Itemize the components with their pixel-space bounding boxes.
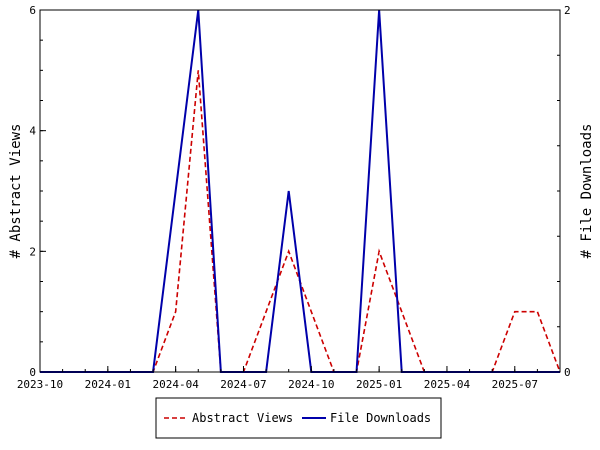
legend-label-file-downloads: File Downloads (330, 411, 431, 425)
series-line-abstract-views (40, 70, 561, 373)
y-tick-label: 0 (29, 366, 36, 379)
y-tick-label: 2 (29, 245, 36, 258)
y2-axis-title: # File Downloads (579, 124, 595, 259)
legend-label-abstract-views: Abstract Views (192, 411, 293, 425)
x-tick-label: 2023-10 (17, 378, 63, 391)
legend: Abstract Views File Downloads (155, 397, 442, 439)
x-tick-label: 2024-01 (85, 378, 131, 391)
y-tick-label: 4 (29, 125, 36, 138)
x-tick-label: 2024-07 (220, 378, 266, 391)
legend-box (155, 397, 442, 439)
y2-tick-label: 2 (564, 4, 571, 17)
tick-layer: 2023-10 2024-01 2024-04 2024-07 2024-10 2025-… (17, 4, 571, 391)
x-tick-label: 2024-04 (152, 378, 199, 391)
x-tick-label: 2025-04 (424, 378, 471, 391)
x-tick-label: 2025-01 (356, 378, 402, 391)
series-line-file-downloads (40, 9, 560, 373)
y-axis-title: # Abstract Views (8, 124, 24, 259)
plot-frame (39, 9, 561, 373)
series-layer (40, 9, 561, 373)
x-tick-label: 2025-07 (492, 378, 538, 391)
y2-tick-label: 0 (564, 366, 571, 379)
x-tick-label: 2024-10 (288, 378, 334, 391)
y-tick-label: 6 (29, 4, 36, 17)
